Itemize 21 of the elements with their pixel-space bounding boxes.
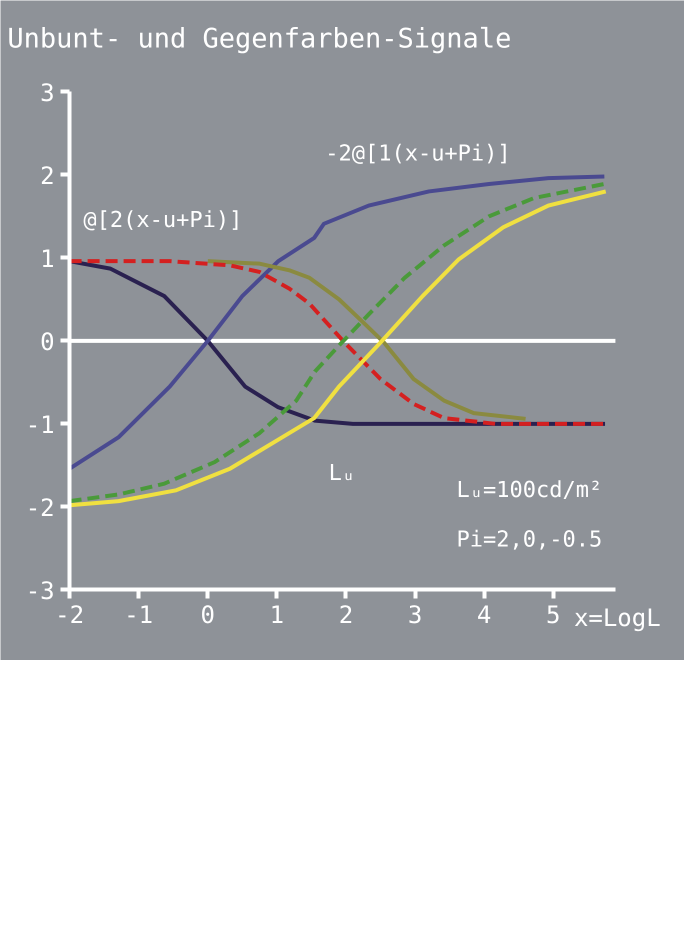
chart-title: Unbunt- und Gegenfarben-Signale (7, 23, 512, 54)
annotation: Pi=2,0,-0.5 (456, 528, 602, 553)
y-tick-label: 1 (40, 244, 55, 273)
x-tick-label: 4 (476, 600, 492, 629)
y-tick-label: -1 (26, 410, 55, 439)
x-tick-label: 3 (408, 600, 422, 629)
y-tick-label: 2 (40, 162, 55, 190)
annotation: Lᵤ=100cd/m² (456, 478, 602, 503)
annotation: Lᵤ (328, 461, 356, 486)
x-tick-label: 5 (546, 600, 560, 629)
x-tick-label: 2 (338, 600, 354, 629)
annotation: @[2(x-u+Pi)] (83, 208, 242, 233)
x-tick-label: -1 (124, 600, 154, 629)
y-tick-label: 0 (40, 328, 55, 356)
x-axis-title: x=LogL (574, 604, 661, 632)
y-tick-label: -3 (26, 576, 55, 605)
x-tick-label: 0 (200, 600, 215, 629)
y-tick-label: 3 (40, 78, 55, 107)
y-tick-label: -2 (26, 494, 55, 522)
x-tick-label: 1 (270, 600, 284, 629)
annotation: -2@[1(x-u+Pi)] (325, 142, 511, 167)
